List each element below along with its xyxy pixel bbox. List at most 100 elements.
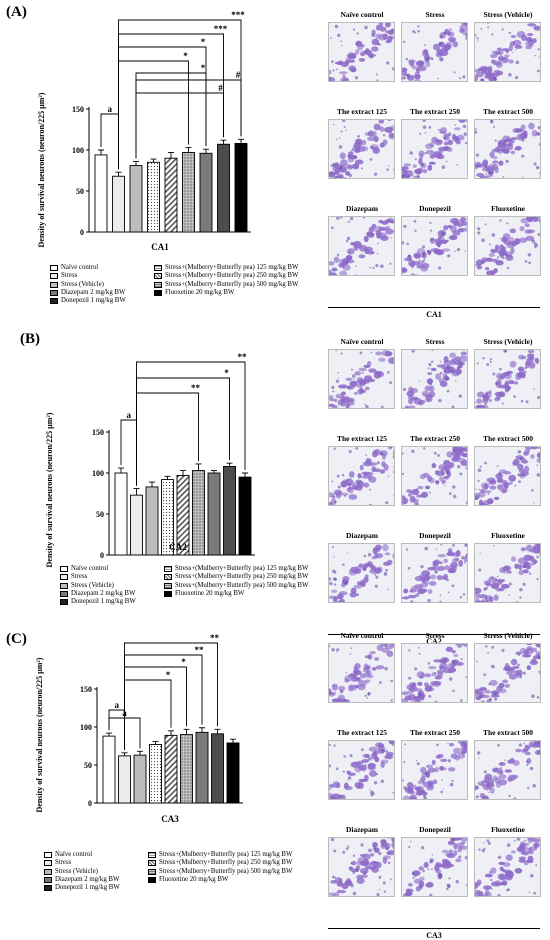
error-bar	[165, 476, 171, 479]
error-bar	[122, 753, 128, 756]
error-bar	[180, 471, 186, 476]
bar	[150, 744, 162, 803]
error-bar	[151, 159, 157, 162]
legend-label: Fluoxetine 20 mg/kg BW	[175, 590, 244, 598]
micrograph-image	[401, 643, 468, 703]
bar	[119, 756, 131, 803]
micrograph-title: Naïve control	[322, 631, 402, 640]
legend-swatch	[44, 869, 52, 875]
legend-label: Diazepam 2 mg/kg BW	[61, 289, 125, 297]
error-bar	[153, 741, 159, 744]
significance-label: **	[210, 633, 220, 643]
bar	[148, 162, 160, 232]
legend-item: Donepezil 1 mg/kg BW	[50, 297, 126, 305]
legend-swatch	[60, 591, 68, 597]
micrograph-title: The extract 500	[468, 107, 548, 116]
legend-swatch	[164, 583, 172, 589]
micrograph-title: Fluoxetine	[468, 531, 548, 540]
bar	[193, 471, 205, 555]
legend-item: Stress (Vehicle)	[50, 281, 126, 289]
legend-swatch	[154, 282, 162, 288]
micrograph-image	[401, 349, 468, 409]
micrograph-title: Naïve control	[322, 337, 402, 346]
error-bar	[133, 161, 139, 165]
error-bar	[116, 172, 122, 176]
micrograph-image	[474, 837, 541, 897]
caption-rule	[328, 307, 540, 308]
micrograph-title: Diazepam	[322, 825, 402, 834]
legend-label: Stress+(Mulberry+Butterfly pea) 500 mg/k…	[175, 582, 308, 590]
legend-item: Stress	[50, 272, 126, 280]
legend-item: Stress+(Mulberry+Butterfly pea) 250 mg/k…	[164, 573, 308, 581]
error-bar	[98, 150, 104, 155]
legend-swatch	[60, 599, 68, 605]
micrograph-title: Fluoxetine	[468, 204, 548, 213]
significance-label: **	[195, 645, 205, 655]
legend-label: Stress (Vehicle)	[61, 281, 104, 289]
bar	[165, 735, 177, 803]
legend-label: Naïve control	[61, 264, 98, 272]
micrograph-title: The extract 125	[322, 434, 402, 443]
y-tick-label: 100	[92, 469, 104, 478]
micrograph-title: Stress (Vehicle)	[468, 337, 548, 346]
bar	[200, 153, 212, 232]
legend-item: Diazepam 2 mg/kg BW	[60, 590, 136, 598]
legend-item: Fluoxetine 20 mg/kg BW	[164, 590, 308, 598]
legend-swatch	[50, 273, 58, 279]
error-bar	[184, 729, 190, 734]
legend-swatch	[50, 265, 58, 271]
micrograph-image	[474, 543, 541, 603]
micrograph-title: Stress	[395, 337, 475, 346]
micrograph-caption: CA3	[328, 931, 540, 940]
legend-swatch	[60, 583, 68, 589]
micrograph-image	[328, 643, 395, 703]
caption-rule	[328, 928, 540, 929]
micrograph-image	[474, 22, 541, 82]
legend-item: Stress+(Mulberry+Butterfly pea) 125 mg/k…	[154, 264, 298, 272]
legend-label: Stress+(Mulberry+Butterfly pea) 500 mg/k…	[159, 868, 292, 876]
legend-swatch	[164, 574, 172, 580]
legend-swatch	[60, 574, 68, 580]
bar	[130, 166, 142, 232]
micrograph-title: The extract 500	[468, 434, 548, 443]
significance-bracket	[137, 393, 199, 486]
micrograph-image	[401, 740, 468, 800]
legend-label: Stress	[61, 272, 77, 280]
error-bar	[168, 731, 174, 736]
micrograph-image	[474, 349, 541, 409]
legend-swatch	[148, 877, 156, 883]
micrograph-image	[401, 543, 468, 603]
significance-label: *	[166, 670, 171, 680]
y-tick-label: 100	[72, 146, 84, 155]
error-bar	[242, 473, 248, 477]
bar	[113, 176, 125, 232]
bar	[239, 477, 251, 555]
legend-item: Stress	[60, 573, 136, 581]
micrograph-title: The extract 250	[395, 434, 475, 443]
legend-item: Donepezil 1 mg/kg BW	[44, 884, 120, 892]
error-bar	[106, 733, 112, 736]
significance-label: *	[224, 368, 229, 378]
micrograph-image	[401, 446, 468, 506]
legend-swatch	[60, 566, 68, 572]
legend-swatch	[50, 298, 58, 304]
micrograph-title: Diazepam	[322, 531, 402, 540]
legend-label: Stress+(Mulberry+Butterfly pea) 250 mg/k…	[175, 573, 308, 581]
micrograph-title: Diazepam	[322, 204, 402, 213]
legend-swatch	[148, 869, 156, 875]
legend-swatch	[164, 566, 172, 572]
error-bar	[227, 463, 233, 466]
legend-item: Naïve control	[50, 264, 126, 272]
significance-label: a	[127, 410, 132, 420]
bar	[218, 144, 230, 232]
bar	[183, 152, 195, 232]
legend-label: Donepezil 1 mg/kg BW	[55, 884, 120, 892]
legend-swatch	[50, 282, 58, 288]
significance-label: *	[183, 51, 188, 61]
legend-label: Diazepam 2 mg/kg BW	[55, 876, 119, 884]
micrograph-image	[401, 22, 468, 82]
significance-label: #	[236, 70, 241, 80]
